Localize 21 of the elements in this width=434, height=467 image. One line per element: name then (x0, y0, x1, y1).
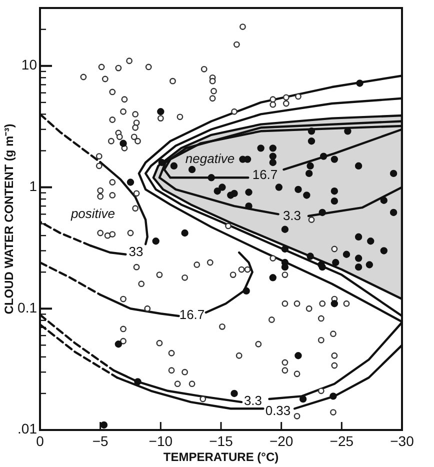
x-tick-label: −15 (209, 433, 234, 449)
annotation: 16.7 (179, 307, 205, 322)
x-tick-label: −25 (330, 433, 354, 449)
annotation: 3.3 (282, 208, 302, 224)
annotation: 16.7 (252, 167, 278, 182)
y-tick-label: 1 (29, 178, 38, 194)
y-tick-label: 0.1 (18, 299, 38, 316)
x-tick-label: −10 (148, 433, 173, 449)
x-axis-title: TEMPERATURE (°C) (163, 450, 279, 464)
annotation: 3.3 (244, 393, 262, 408)
x-tick-label: 0 (36, 433, 44, 449)
x-tick-label: −30 (390, 433, 414, 449)
y-tick-label: .01 (18, 420, 38, 437)
x-tick-label: −20 (269, 433, 294, 449)
x-tick-label: −5 (92, 433, 109, 449)
y-axis-title: CLOUD WATER CONTENT (g m⁻³) (2, 124, 16, 314)
y-tick-label: 10 (21, 56, 38, 73)
annotation: 0.33 (265, 403, 291, 418)
annotation: negative (185, 151, 235, 166)
annotation: 33 (128, 244, 144, 260)
annotation: positive (70, 206, 116, 222)
